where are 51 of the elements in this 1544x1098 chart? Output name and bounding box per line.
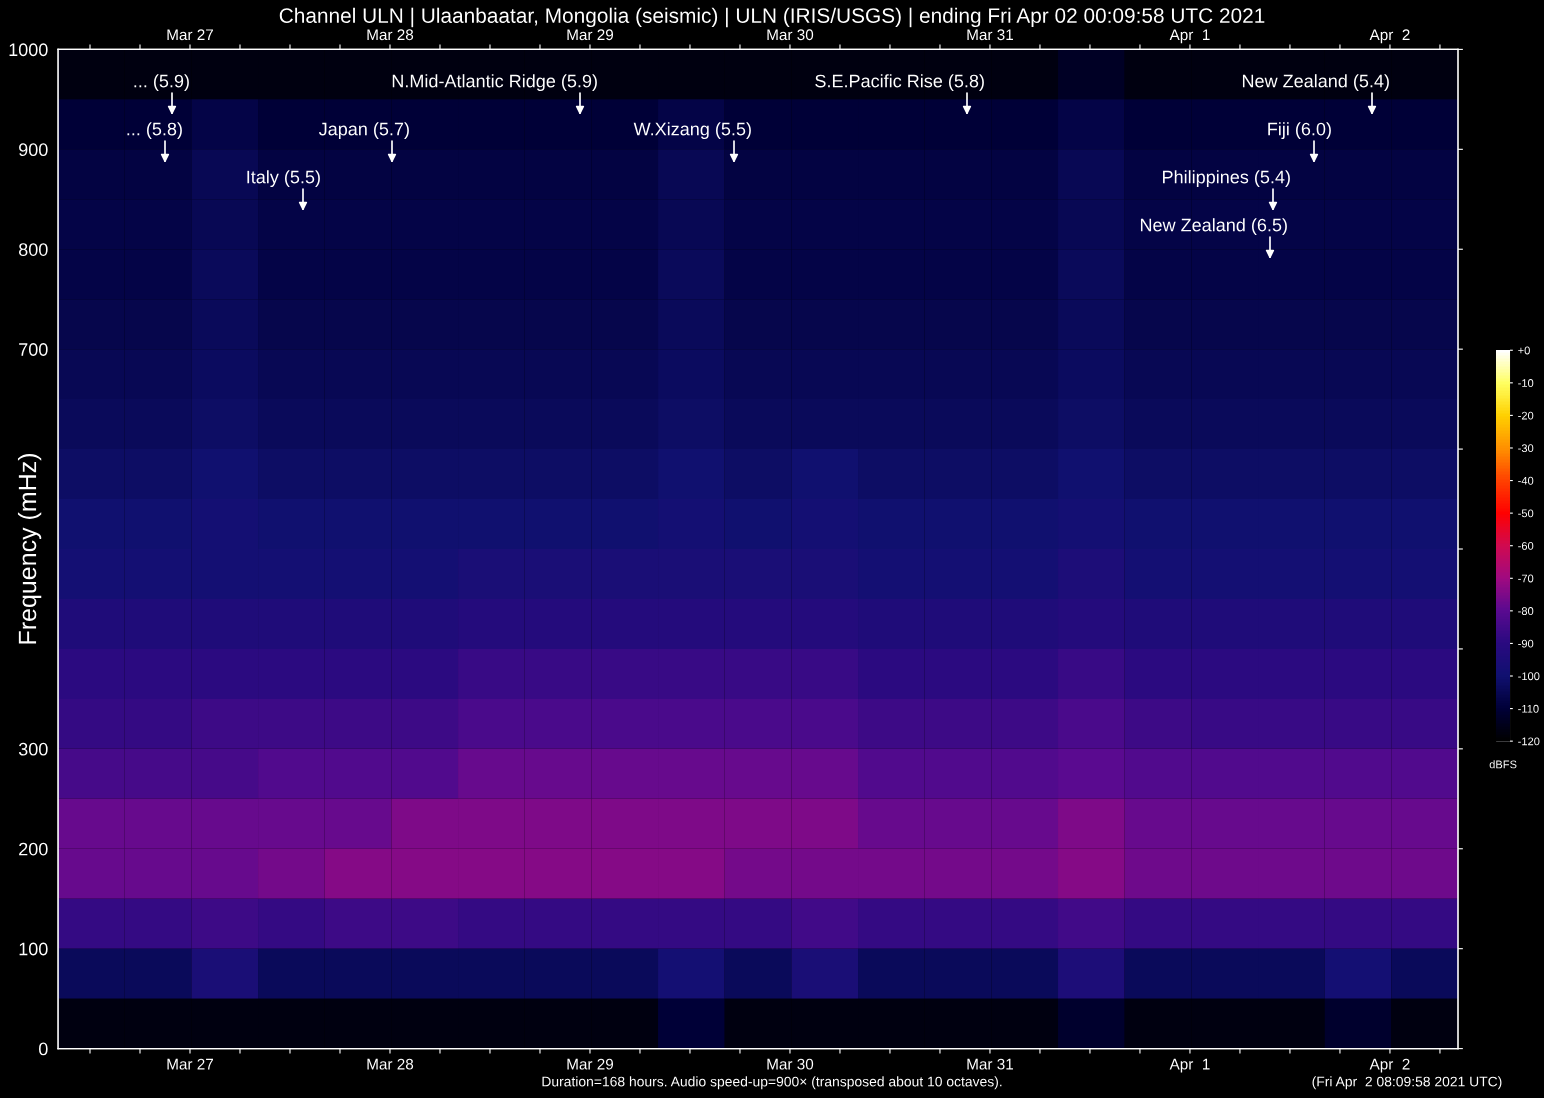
color-bar-label: -80	[1518, 607, 1534, 615]
x-tick-label: Apr 1	[1169, 29, 1210, 44]
x-tick-label: Mar 28	[367, 29, 414, 41]
y-tick-label: 1000	[9, 43, 48, 57]
text: (Fri Apr 2 08:09:58 2021 UTC)	[1312, 1076, 1502, 1090]
annotation: S.E.Pacific Rise (5.8)	[815, 74, 984, 91]
color-bar-label: -20	[1518, 411, 1534, 420]
annotation: N.Mid-Atlantic Ridge (5.9)	[392, 74, 597, 91]
x2-tick-label: Mar 28	[367, 1058, 414, 1070]
chart-title: Channel ULN | Ulaanbaatar, Mongolia (seismic) | ULN (IRIS/USGS) | ending Fri Apr 02 00:09:58 UTC 2021	[279, 7, 1265, 28]
annotation: ... (5.8)	[127, 122, 182, 139]
annotation: Italy (5.5)	[247, 170, 320, 187]
color-bar-label: -90	[1518, 639, 1534, 648]
annotation: Fiji (6.0)	[1268, 122, 1331, 139]
y-tick-label: 900	[19, 143, 48, 157]
y-tick-label: 300	[18, 742, 48, 756]
color-bar-title: dBFS	[1489, 760, 1517, 769]
color-bar-label: -40	[1518, 476, 1534, 485]
annotation: New Zealand (5.4)	[1242, 74, 1389, 91]
x2-tick-label: Mar 30	[767, 1058, 814, 1070]
annotation: Philippines (5.4)	[1163, 170, 1290, 187]
color-bar-label: -50	[1518, 509, 1534, 518]
x2-tick-label: Mar 27	[167, 1058, 213, 1070]
x-tick-label: Mar 30	[767, 29, 814, 41]
color-bar-label: -70	[1518, 574, 1534, 583]
color-bar-label: -100	[1518, 672, 1540, 681]
y-tick-label: 800	[18, 243, 48, 256]
x2-tick-label: Apr 1	[1169, 1058, 1210, 1073]
annotation: W.Xizang (5.5)	[633, 122, 751, 139]
color-bar-label: -60	[1518, 541, 1534, 550]
color-bar-label: -120	[1518, 737, 1540, 746]
annotation: New Zealand (6.5)	[1140, 218, 1287, 235]
x2-tick-label: Mar 31	[967, 1058, 1013, 1070]
x2-tick-label: Mar 29	[567, 1058, 614, 1070]
x-tick-label: Mar 31	[967, 29, 1013, 41]
annotation: ... (5.9)	[134, 74, 189, 91]
x-tick-label: Mar 27	[167, 29, 213, 41]
color-bar-label: +0	[1518, 346, 1530, 355]
x-tick-label: Apr 2	[1369, 29, 1410, 44]
y-tick-label: 0	[39, 1042, 48, 1056]
x-tick-label: Mar 29	[567, 29, 614, 41]
y-tick-label: 100	[19, 942, 48, 956]
y-tick-label: 700	[19, 343, 48, 356]
text: Duration=168 hours. Audio speed-up=900× (transposed about 10 octaves).	[542, 1076, 1002, 1090]
y-tick-label: 200	[19, 842, 48, 856]
color-bar-label: -10	[1518, 379, 1534, 387]
color-bar-label: -110	[1518, 704, 1539, 713]
color-bar-label: -30	[1518, 444, 1534, 453]
y-axis-title: Frequency (mHz)	[17, 454, 42, 644]
x2-tick-label: Apr 2	[1369, 1058, 1410, 1073]
annotation: Japan (5.7)	[318, 122, 409, 139]
